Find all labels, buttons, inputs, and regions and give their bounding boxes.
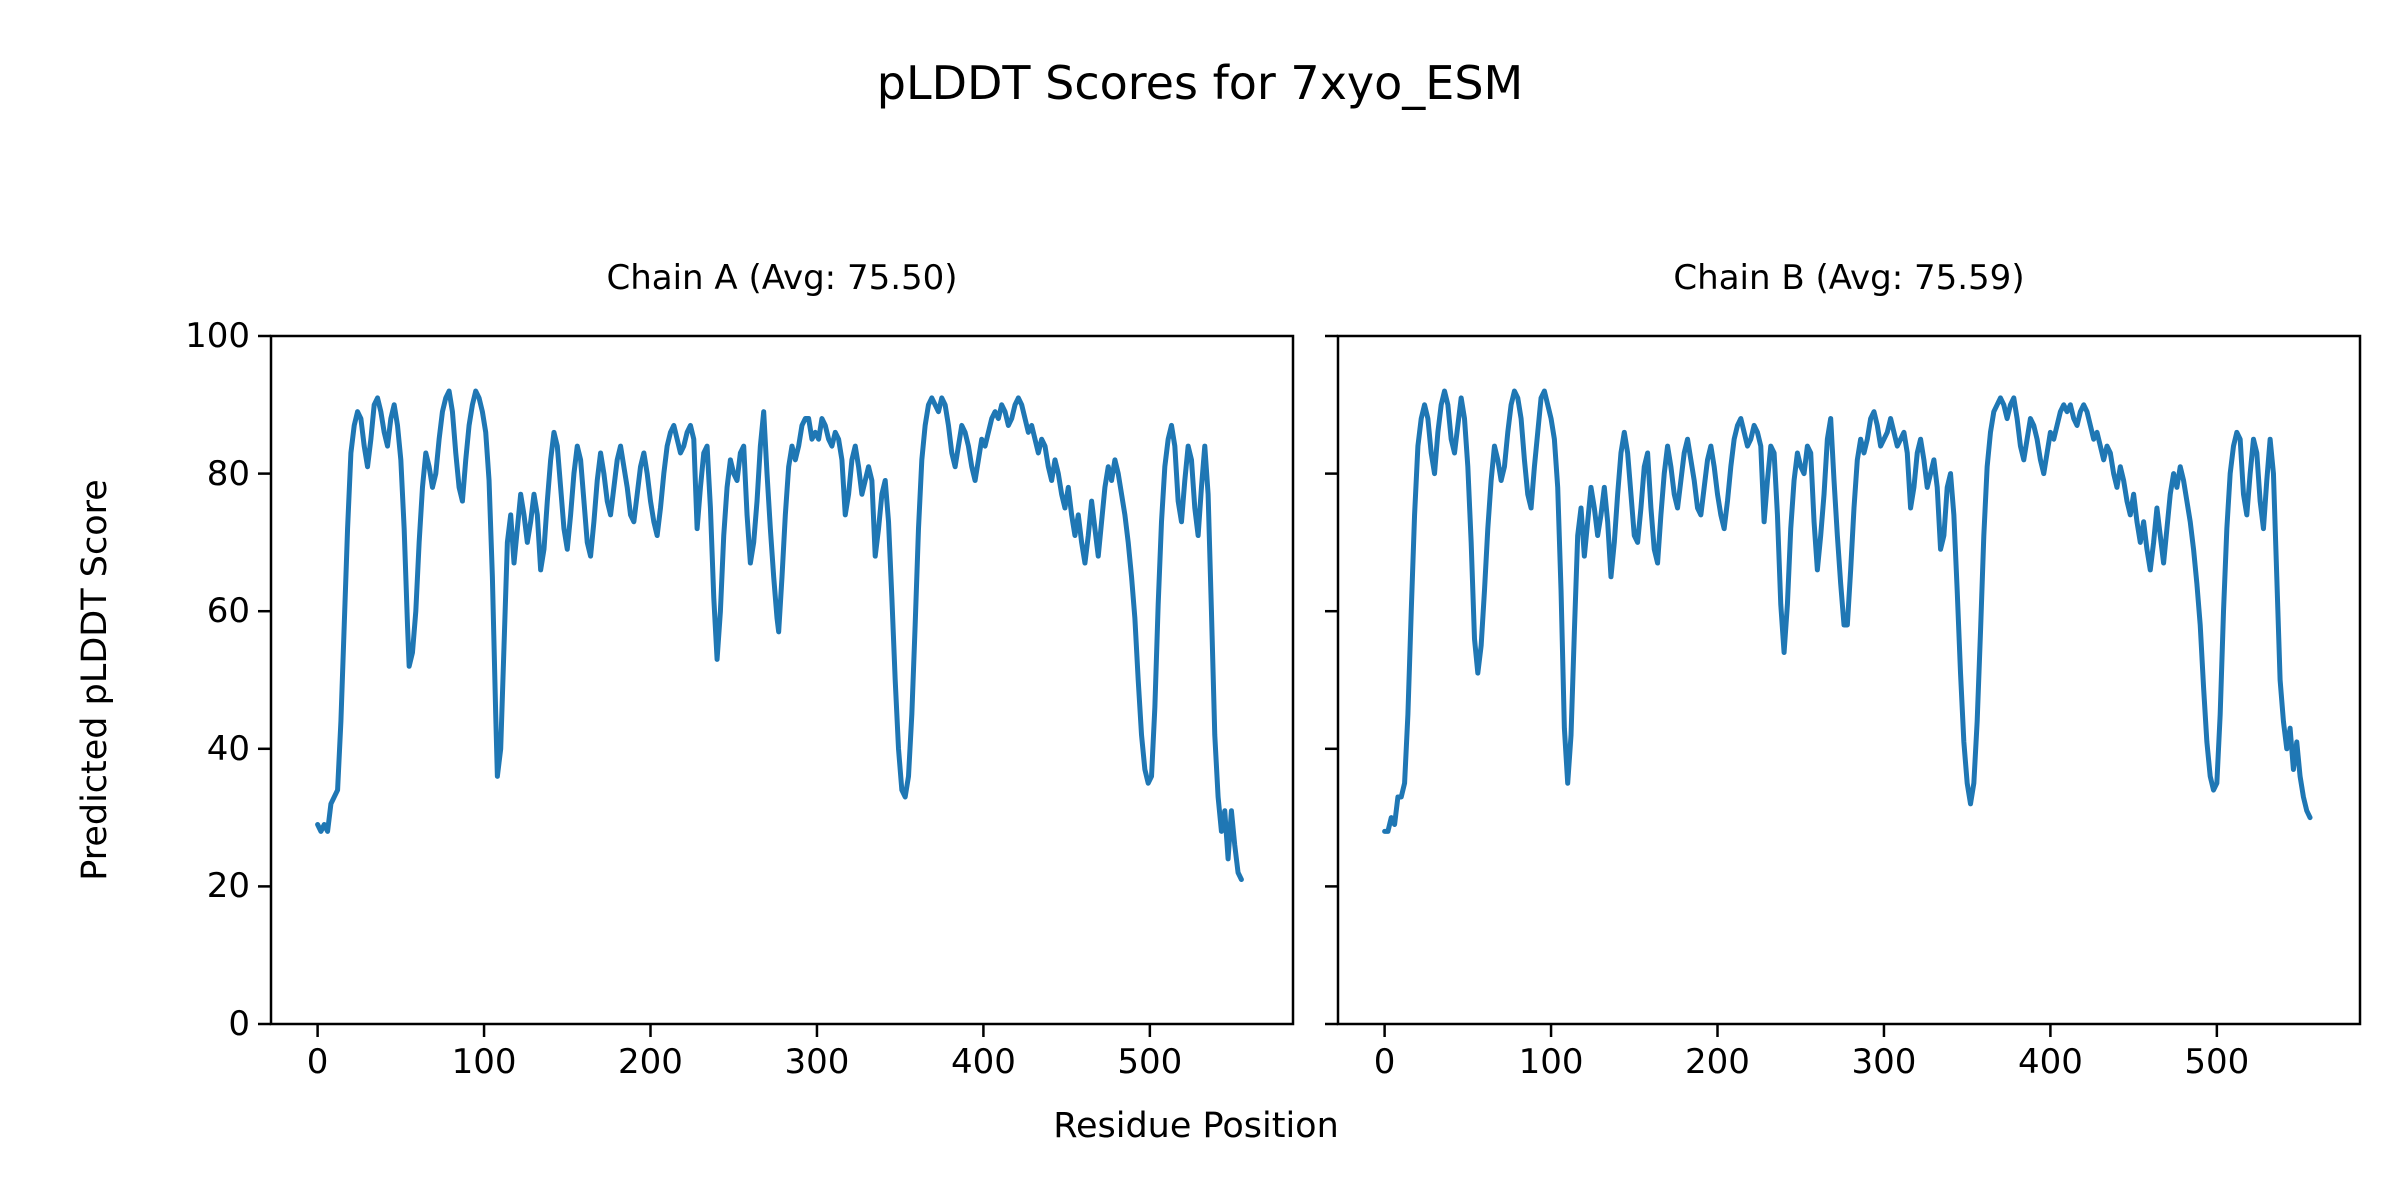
x-tick-label: 100 bbox=[451, 1042, 517, 1082]
x-tick-label: 400 bbox=[950, 1042, 1016, 1082]
figure-title: pLDDT Scores for 7xyo_ESM bbox=[876, 56, 1524, 110]
x-tick-label: 300 bbox=[784, 1042, 850, 1082]
y-tick-label: 60 bbox=[206, 591, 250, 632]
x-tick-label: 0 bbox=[1373, 1042, 1396, 1082]
panel-title-chain-a: Chain A (Avg: 75.50) bbox=[606, 258, 958, 298]
x-tick-label: 400 bbox=[2017, 1042, 2083, 1082]
y-axis-label: Predicted pLDDT Score bbox=[75, 479, 115, 881]
y-tick-label: 100 bbox=[185, 316, 250, 356]
x-axis-label: Residue Position bbox=[1053, 1106, 1339, 1146]
y-tick-label: 0 bbox=[228, 1004, 250, 1044]
y-tick-label: 40 bbox=[206, 728, 250, 769]
x-tick-label: 300 bbox=[1851, 1042, 1917, 1082]
plot-chain-a bbox=[258, 334, 1295, 1037]
plddt-line-chain-b bbox=[1382, 388, 2313, 834]
x-tick-label: 200 bbox=[618, 1042, 683, 1082]
panel-title-chain-b: Chain B (Avg: 75.59) bbox=[1673, 258, 2025, 298]
y-tick-label: 20 bbox=[206, 866, 250, 907]
plot-chain-b bbox=[1325, 334, 2362, 1037]
x-tick-label: 200 bbox=[1685, 1042, 1750, 1082]
plddt-line-chain-a bbox=[315, 388, 1244, 883]
axes-spines bbox=[1336, 334, 2362, 1026]
x-tick-label: 100 bbox=[1518, 1042, 1584, 1082]
x-tick-label: 0 bbox=[306, 1042, 329, 1082]
axes-spines bbox=[269, 334, 1295, 1026]
y-tick-label: 80 bbox=[206, 453, 250, 494]
x-tick-label: 500 bbox=[2184, 1042, 2250, 1082]
x-tick-label: 500 bbox=[1117, 1042, 1183, 1082]
